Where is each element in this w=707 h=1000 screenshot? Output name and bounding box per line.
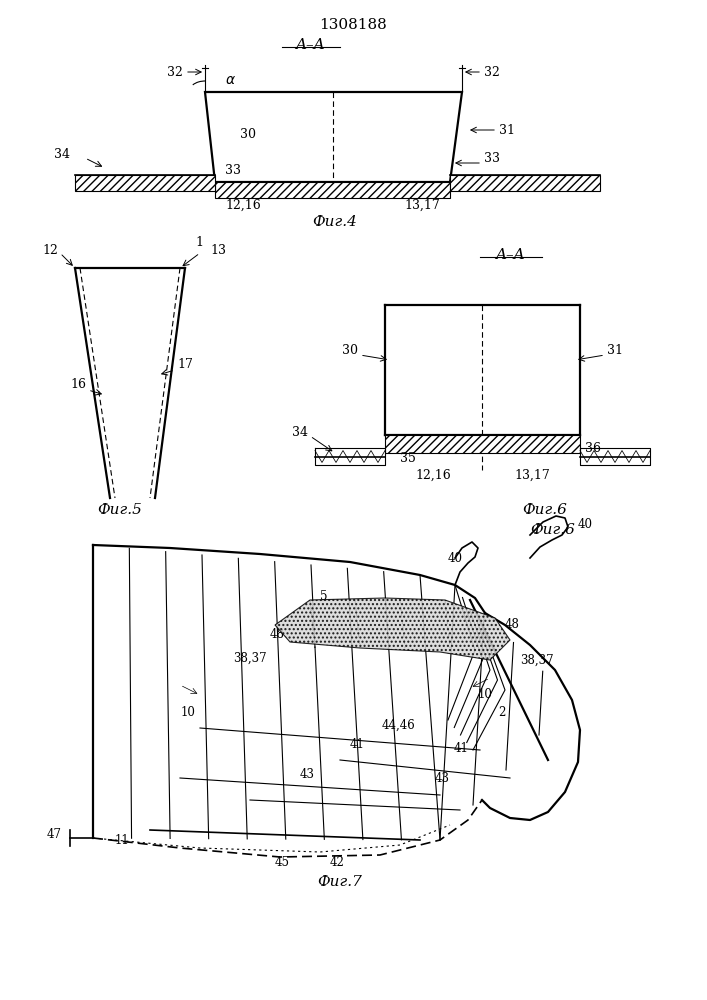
Text: 42: 42: [330, 856, 345, 868]
Text: 40: 40: [448, 552, 462, 564]
Text: 34: 34: [292, 426, 308, 440]
Text: 43: 43: [435, 772, 450, 784]
Text: 45: 45: [275, 856, 290, 868]
Text: 1308188: 1308188: [319, 18, 387, 32]
Text: 35: 35: [400, 452, 416, 464]
Text: 5: 5: [320, 589, 327, 602]
Text: Фиг.6: Фиг.6: [530, 523, 575, 537]
Text: 41: 41: [350, 738, 365, 752]
Text: 44,46: 44,46: [381, 718, 415, 732]
Text: 33: 33: [225, 163, 241, 176]
Text: 41: 41: [453, 742, 468, 754]
Text: 38,37: 38,37: [233, 652, 267, 664]
Text: 31: 31: [499, 123, 515, 136]
Text: 13,17: 13,17: [514, 468, 550, 482]
Polygon shape: [75, 175, 215, 191]
Text: 33: 33: [484, 151, 500, 164]
Text: $\alpha$: $\alpha$: [225, 73, 236, 87]
Text: Фиг.4: Фиг.4: [312, 215, 358, 229]
Text: 13: 13: [210, 243, 226, 256]
Text: 47: 47: [47, 828, 62, 842]
Text: Фиг.7: Фиг.7: [317, 875, 363, 889]
Polygon shape: [205, 92, 462, 182]
Text: 31: 31: [607, 344, 623, 357]
Text: 12,16: 12,16: [225, 198, 261, 212]
Text: 48: 48: [270, 629, 285, 642]
Text: 16: 16: [70, 378, 86, 391]
Text: 30: 30: [342, 344, 358, 357]
Text: 30: 30: [240, 128, 256, 141]
Text: 1: 1: [195, 236, 203, 249]
Text: Фиг.5: Фиг.5: [98, 503, 142, 517]
Text: 38,37: 38,37: [520, 654, 554, 666]
Text: 17: 17: [177, 359, 193, 371]
Text: 10: 10: [478, 688, 493, 702]
Text: A–A: A–A: [495, 248, 525, 262]
Polygon shape: [215, 182, 450, 198]
Text: 40: 40: [578, 518, 593, 532]
Text: 32: 32: [167, 66, 183, 79]
Text: 43: 43: [300, 768, 315, 782]
Text: 12,16: 12,16: [415, 468, 451, 482]
Text: 34: 34: [54, 148, 70, 161]
Polygon shape: [275, 598, 510, 660]
Text: 32: 32: [484, 66, 500, 79]
Text: 11: 11: [115, 834, 130, 846]
Polygon shape: [450, 175, 600, 191]
Text: A–A: A–A: [296, 38, 325, 52]
Text: 48: 48: [505, 618, 520, 632]
Text: 10: 10: [180, 706, 195, 718]
Polygon shape: [385, 435, 580, 453]
Text: 12: 12: [42, 243, 58, 256]
Text: Фиг.6: Фиг.6: [522, 503, 568, 517]
Text: 13,17: 13,17: [404, 198, 440, 212]
Text: 36: 36: [585, 442, 601, 454]
Text: 2: 2: [498, 706, 506, 718]
